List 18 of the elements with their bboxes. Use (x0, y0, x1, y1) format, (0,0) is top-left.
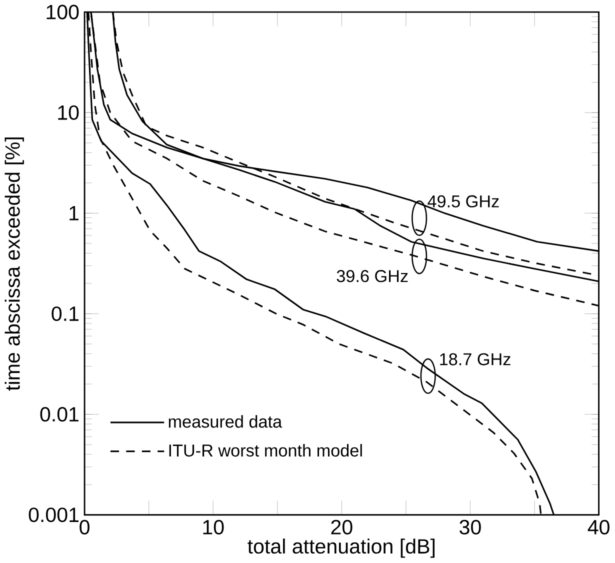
x-tick-label: 20 (331, 520, 352, 535)
annotation: 18.7 GHz (440, 353, 510, 366)
x-axis-title: total attenuation [dB] (248, 538, 435, 558)
x-tick-label: 30 (460, 520, 481, 535)
y-tick-label: 0.001 (28, 508, 78, 522)
y-tick-label: 0.1 (52, 306, 79, 322)
y-tick-label: 0.01 (40, 407, 79, 422)
y-tick-label: 10 (58, 106, 79, 120)
legend-label: ITU-R worst month model (169, 444, 362, 457)
y-axis-title: time abscissa exceeded [%] (4, 138, 24, 391)
x-tick-label: 10 (203, 520, 224, 535)
legend-label: measured data (168, 415, 282, 428)
x-tick-label: 40 (588, 520, 610, 535)
y-tick-label: 1 (70, 206, 79, 220)
y-tick-label: 100 (46, 5, 79, 20)
annotation: 49.5 GHz (428, 196, 499, 208)
x-tick-label: 0 (80, 520, 90, 535)
annotation: 39.6 GHz (336, 270, 408, 282)
